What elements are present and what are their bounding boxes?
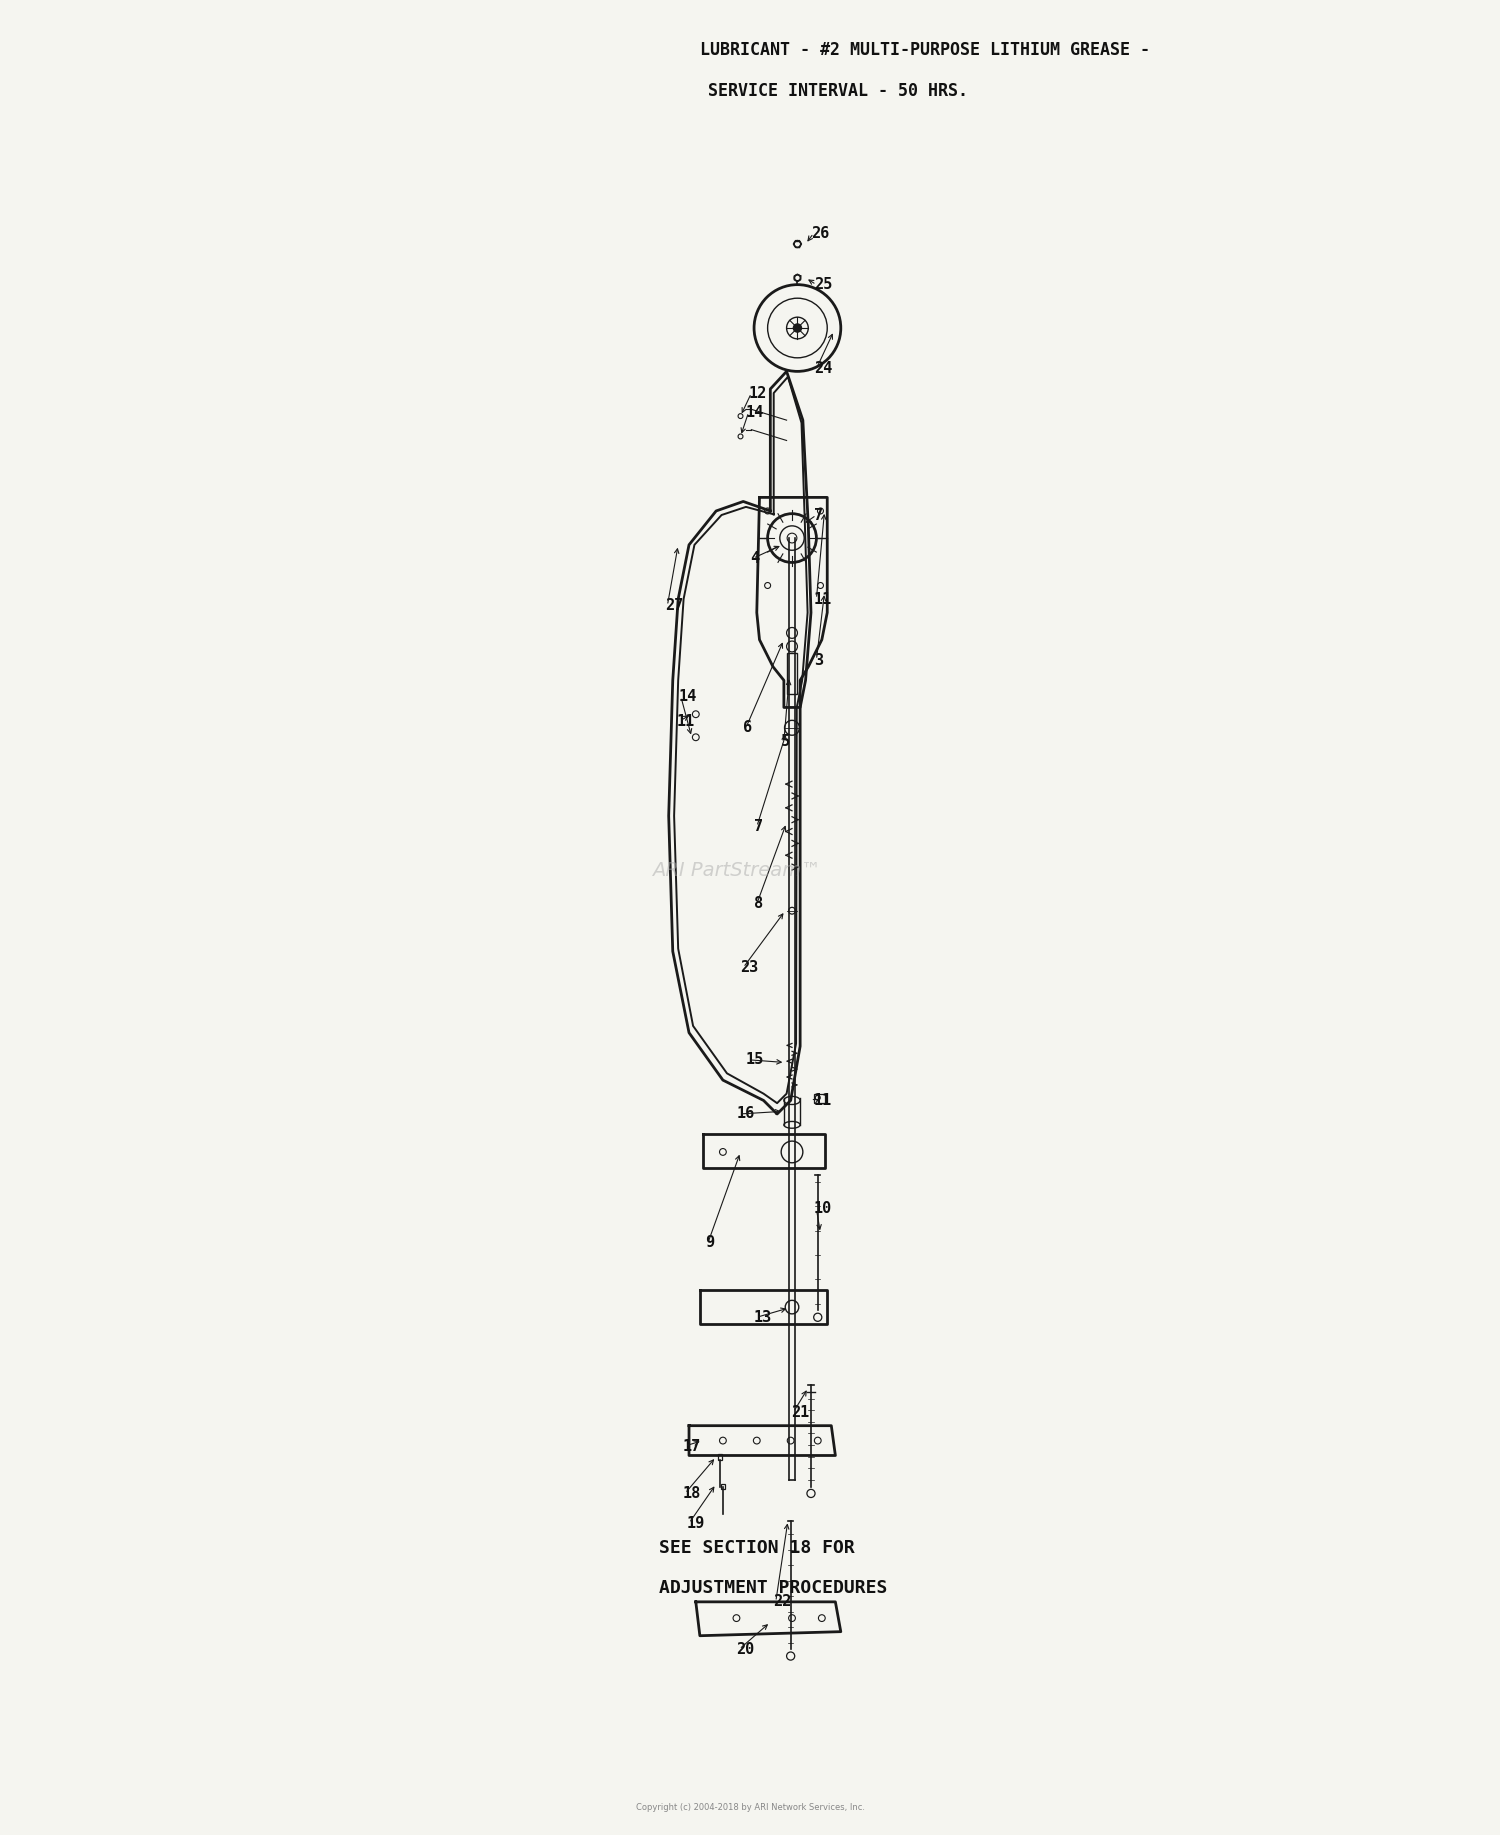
Text: 9: 9 bbox=[705, 1235, 714, 1250]
Text: ARI PartStream™: ARI PartStream™ bbox=[652, 861, 820, 879]
Text: 7: 7 bbox=[754, 818, 764, 835]
Text: 25: 25 bbox=[813, 277, 832, 292]
Bar bbox=[788, 653, 796, 694]
Text: 10: 10 bbox=[813, 1202, 832, 1217]
Text: 24: 24 bbox=[813, 361, 832, 376]
Bar bbox=[722, 1485, 724, 1490]
Text: 4: 4 bbox=[750, 550, 759, 565]
Text: 21: 21 bbox=[790, 1404, 808, 1420]
Text: 11: 11 bbox=[813, 591, 832, 607]
Text: 19: 19 bbox=[687, 1516, 705, 1530]
Text: 18: 18 bbox=[682, 1486, 700, 1501]
Text: 12: 12 bbox=[748, 385, 766, 400]
Text: 5: 5 bbox=[782, 734, 790, 749]
Circle shape bbox=[794, 325, 801, 332]
Text: 17: 17 bbox=[682, 1439, 700, 1453]
Text: 20: 20 bbox=[736, 1642, 754, 1657]
Text: ADJUSTMENT PROCEDURES: ADJUSTMENT PROCEDURES bbox=[658, 1580, 888, 1596]
Text: 15: 15 bbox=[746, 1051, 764, 1068]
Text: Copyright (c) 2004-2018 by ARI Network Services, Inc.: Copyright (c) 2004-2018 by ARI Network S… bbox=[636, 1804, 864, 1813]
Text: 16: 16 bbox=[736, 1107, 754, 1121]
Text: SERVICE INTERVAL - 50 HRS.: SERVICE INTERVAL - 50 HRS. bbox=[708, 83, 968, 99]
Text: LUBRICANT - #2 MULTI-PURPOSE LITHIUM GREASE -: LUBRICANT - #2 MULTI-PURPOSE LITHIUM GRE… bbox=[700, 40, 1150, 59]
Text: 11: 11 bbox=[813, 1094, 832, 1108]
Text: 8: 8 bbox=[754, 897, 764, 912]
Text: 14: 14 bbox=[678, 690, 696, 705]
Text: 14: 14 bbox=[746, 404, 764, 420]
Text: 11: 11 bbox=[676, 714, 694, 728]
Bar bbox=[718, 1453, 722, 1459]
Text: 26: 26 bbox=[812, 226, 830, 240]
Text: 6: 6 bbox=[742, 721, 753, 736]
Text: 22: 22 bbox=[772, 1595, 792, 1609]
Text: 7: 7 bbox=[813, 508, 824, 523]
Text: 27: 27 bbox=[664, 598, 682, 613]
Text: 13: 13 bbox=[754, 1310, 772, 1325]
Text: 23: 23 bbox=[741, 960, 759, 974]
Text: SEE SECTION 18 FOR: SEE SECTION 18 FOR bbox=[658, 1538, 855, 1556]
Text: 3: 3 bbox=[813, 653, 824, 668]
